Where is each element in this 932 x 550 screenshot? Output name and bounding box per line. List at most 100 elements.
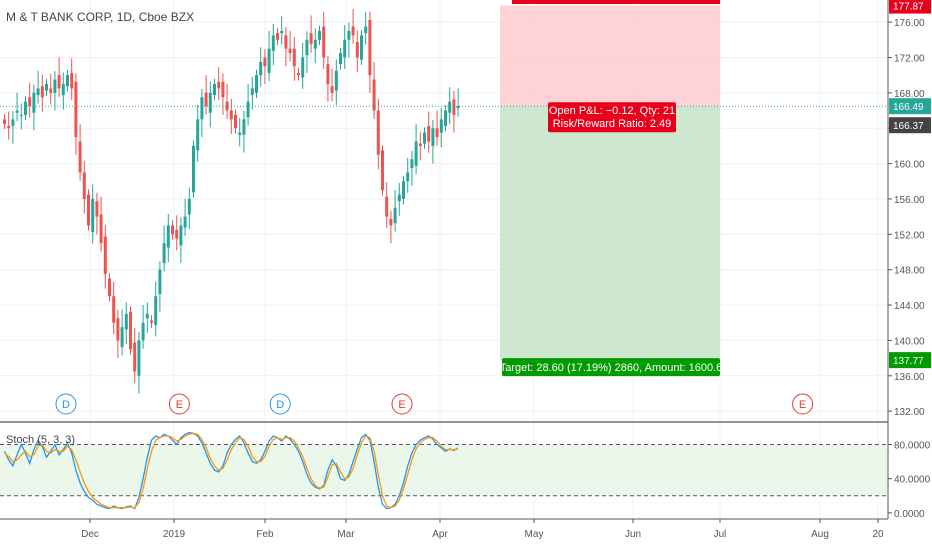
candle-body xyxy=(452,99,456,115)
candle-body xyxy=(70,72,74,89)
candle-body xyxy=(246,101,250,118)
stop-banner xyxy=(512,0,720,4)
candle-body xyxy=(120,327,124,348)
candle-body xyxy=(133,342,137,372)
candle-body xyxy=(318,30,321,40)
last-price-badge-text: 166.49 xyxy=(893,102,924,113)
dividend-marker[interactable]: D xyxy=(55,393,77,415)
x-tick-label: Aug xyxy=(811,529,829,540)
x-tick-label: 20 xyxy=(872,529,884,540)
profit-target-zone xyxy=(500,106,720,361)
candle-body xyxy=(288,48,292,54)
stop-price-badge: 177.87 xyxy=(889,0,931,14)
candle-body xyxy=(137,340,141,376)
candle-body xyxy=(385,196,389,217)
stoch-tick-label: 0.0000 xyxy=(894,509,925,520)
candle-body xyxy=(225,101,229,111)
candle-body xyxy=(3,119,6,124)
candle-body xyxy=(87,194,90,226)
candle-body xyxy=(305,39,309,56)
candle-body xyxy=(217,81,221,89)
candle-body xyxy=(255,75,258,93)
candle-body xyxy=(309,33,313,45)
candle-body xyxy=(204,92,208,107)
candle-body xyxy=(297,72,300,76)
candle-body xyxy=(183,216,187,228)
candle-body xyxy=(108,278,111,297)
candle-body xyxy=(208,92,212,113)
last-price-badge-bg xyxy=(889,98,931,115)
candle-body xyxy=(439,119,443,133)
candle-body xyxy=(78,141,82,173)
earnings-marker[interactable]: E xyxy=(168,393,190,415)
candle-body xyxy=(381,150,384,191)
stoch-title: Stoch (5, 3, 3) xyxy=(6,434,76,446)
candle-body xyxy=(7,126,11,129)
target-text: Target: 28.60 (17.19%) 2860, Amount: 160… xyxy=(500,362,723,374)
y-tick-label: 160.00 xyxy=(894,160,925,171)
candle-body xyxy=(360,35,363,60)
candle-body xyxy=(36,88,40,96)
y-tick-label: 148.00 xyxy=(894,266,925,277)
y-tick-label: 136.00 xyxy=(894,372,925,383)
event-letter: D xyxy=(276,399,284,411)
x-tick-label: Feb xyxy=(256,529,274,540)
candle-body xyxy=(49,88,53,93)
pnl-text: Open P&L: −0.12, Qty: 21 xyxy=(549,105,675,117)
candle-body xyxy=(40,86,44,98)
candle-body xyxy=(393,207,397,224)
candle-body xyxy=(196,119,200,151)
candle-body xyxy=(292,48,296,67)
candle-body xyxy=(45,84,48,91)
candle-body xyxy=(229,110,233,120)
candle-body xyxy=(175,229,179,239)
candle-body xyxy=(32,92,36,113)
candle-body xyxy=(402,181,405,199)
event-circle xyxy=(168,393,190,415)
candle-body xyxy=(15,110,19,113)
x-tick-label: Jul xyxy=(714,529,727,540)
candle-body xyxy=(423,132,426,144)
candle-body xyxy=(234,114,237,129)
dividend-marker[interactable]: D xyxy=(269,393,291,415)
candle-body xyxy=(280,30,284,34)
candle-body xyxy=(284,35,288,49)
last-price-badge: 166.49 xyxy=(889,98,931,115)
candle-body xyxy=(427,126,431,142)
x-tick-label: Dec xyxy=(81,529,99,540)
candle-body xyxy=(435,128,439,138)
stoch-d-line xyxy=(4,432,459,509)
candle-body xyxy=(158,269,162,294)
candle-body xyxy=(389,218,393,226)
chart-title: M & T BANK CORP, 1D, Cboe BZX xyxy=(6,10,195,24)
earnings-marker[interactable]: E xyxy=(391,393,413,415)
grid xyxy=(0,0,887,518)
candle-body xyxy=(322,26,326,58)
candle-body xyxy=(448,101,452,113)
stoch-tick-label: 40.0000 xyxy=(894,475,931,486)
candle-body xyxy=(397,194,401,202)
candle-body xyxy=(124,313,128,330)
y-tick-label: 168.00 xyxy=(894,89,925,100)
y-tick-label: 144.00 xyxy=(894,301,925,312)
x-tick-label: Jun xyxy=(625,529,641,540)
earnings-marker[interactable]: E xyxy=(792,393,814,415)
candle-body xyxy=(154,296,158,325)
candle-body xyxy=(456,106,460,109)
candle-body xyxy=(355,42,359,58)
stochastic-pane xyxy=(0,431,887,510)
cursor-price-badge: 166.37 xyxy=(889,117,931,134)
event-circle xyxy=(55,393,77,415)
candle-body xyxy=(263,57,267,67)
stoch-band xyxy=(0,444,887,496)
event-letter: E xyxy=(799,399,806,411)
cursor-price-badge-bg xyxy=(889,117,931,134)
target-price-badge-bg xyxy=(889,352,931,369)
price-candles xyxy=(0,8,887,394)
y-tick-label: 140.00 xyxy=(894,336,925,347)
candle-body xyxy=(66,75,69,87)
stop-loss-zone xyxy=(500,5,720,107)
